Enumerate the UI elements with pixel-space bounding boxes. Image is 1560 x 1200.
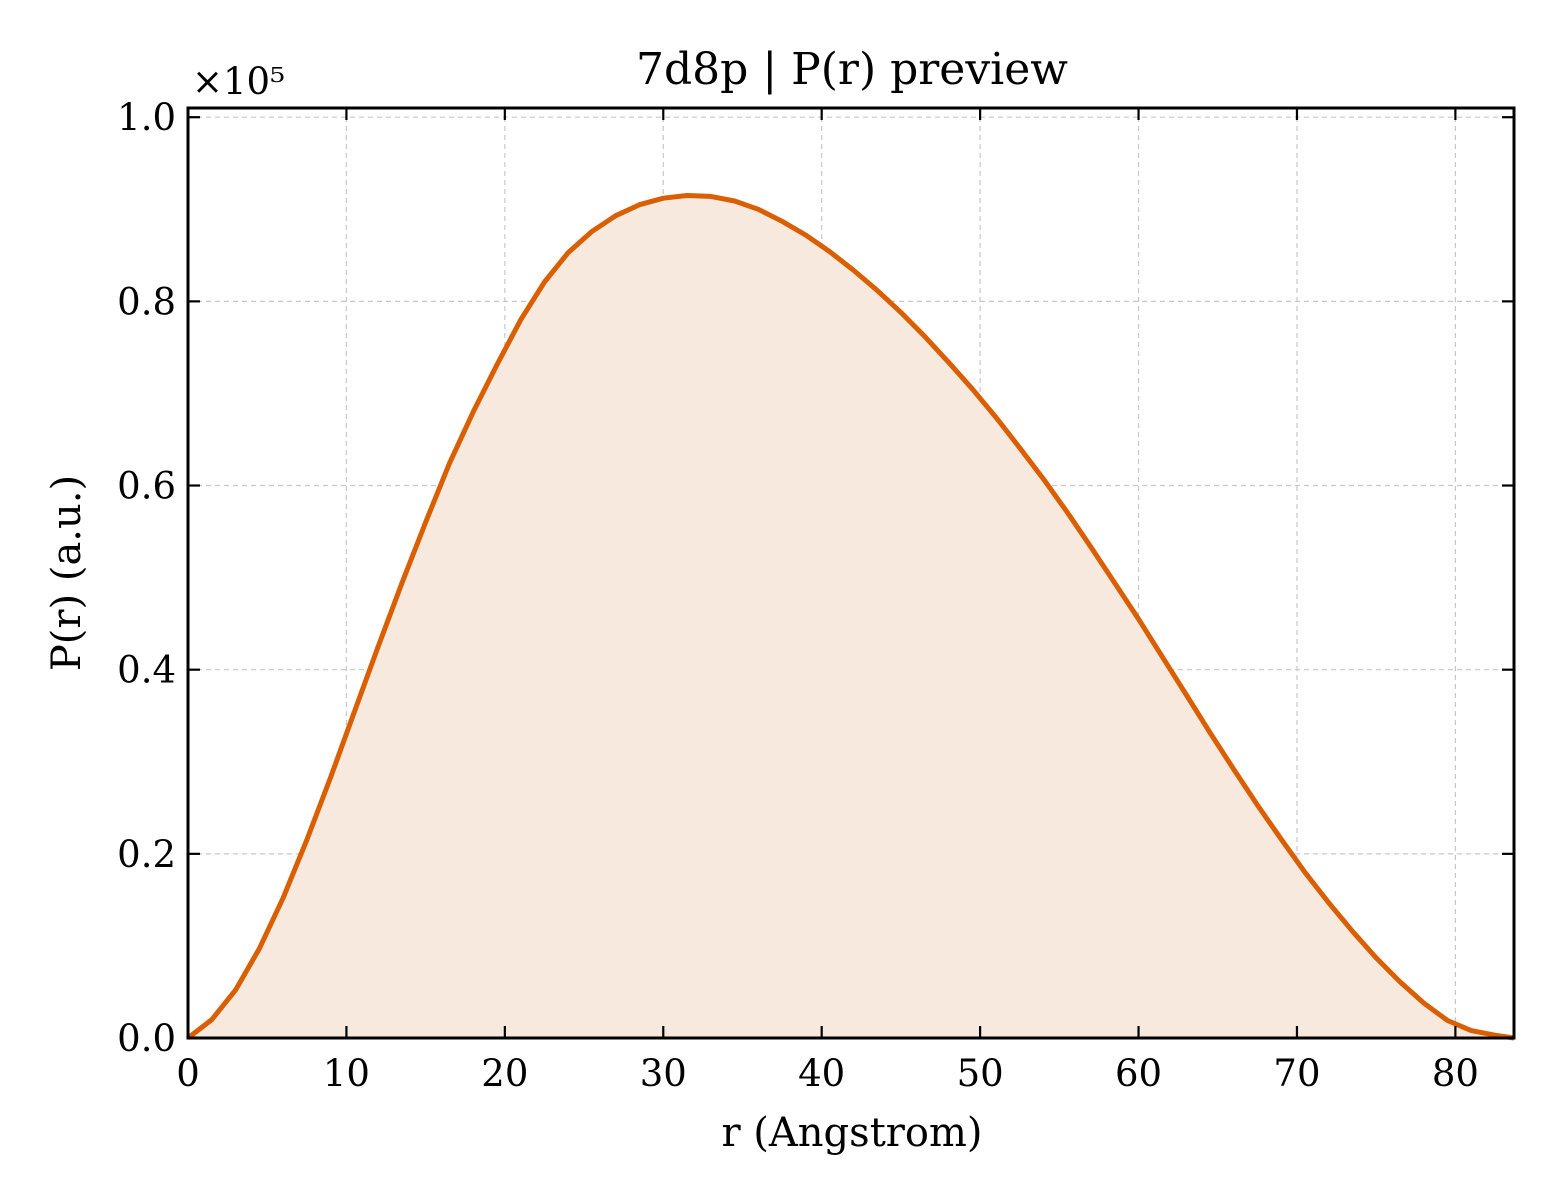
y-tick-label: 0.0	[117, 1017, 176, 1060]
series-line	[186, 193, 1515, 1041]
y-tick-label: 0.4	[117, 649, 176, 692]
x-tick-label: 70	[1273, 1052, 1320, 1095]
x-axis-label: r (Angstrom)	[721, 1110, 982, 1156]
x-tick-label: 20	[481, 1052, 528, 1095]
y-tick-label: 0.6	[117, 465, 176, 508]
y-tick-label: 0.8	[117, 280, 176, 323]
x-tick-label: 80	[1432, 1052, 1479, 1095]
chart-title: 7d8p | P(r) preview	[636, 44, 1068, 95]
series-area-fill	[188, 195, 1514, 1038]
y-tick-label: 1.0	[117, 96, 176, 139]
x-tick-label: 40	[798, 1052, 845, 1095]
x-tick-label: 30	[640, 1052, 687, 1095]
plot-area	[186, 193, 1515, 1041]
x-tick-label: 50	[957, 1052, 1004, 1095]
x-tick-label: 0	[176, 1052, 200, 1095]
x-tick-label: 10	[323, 1052, 370, 1095]
axis-ticks: 0 10 20 30 40 50 60 70 80 0.0 0.2 0.4 0.6 0.8 1.0	[117, 96, 1514, 1095]
x-tick-label: 60	[1115, 1052, 1162, 1095]
y-axis-label: P(r) (a.u.)	[44, 475, 90, 671]
y-tick-label: 0.2	[117, 833, 176, 876]
y-offset-label: ×10⁵	[192, 60, 285, 103]
axes-frame	[186, 106, 1516, 1040]
